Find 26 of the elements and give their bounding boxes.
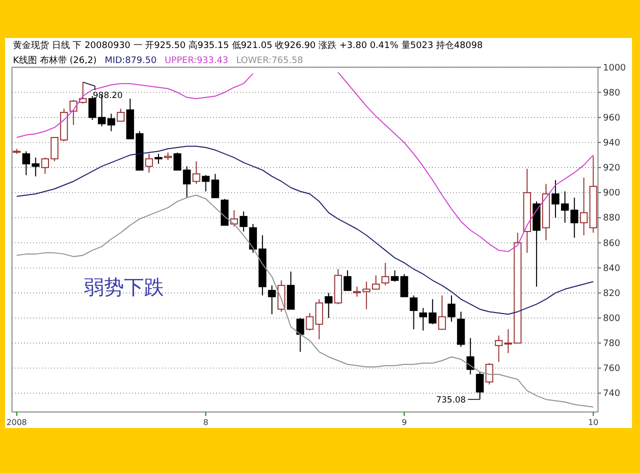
y-tick-label: 1000: [603, 63, 626, 74]
annotation: 735.08: [436, 395, 466, 406]
x-tick-label: 9: [402, 418, 407, 427]
chart-subtitle: K线图 布林带 (26,2): [13, 55, 97, 66]
y-tick-label: 940: [603, 138, 620, 149]
y-tick-label: 860: [603, 238, 620, 249]
y-tick-label: 900: [603, 188, 620, 199]
y-tick-label: 820: [603, 288, 620, 299]
y-tick-label: 880: [603, 214, 620, 224]
annotation: 988.20: [92, 91, 123, 102]
y-tick-label: 980: [603, 88, 620, 98]
x-tick-label: 2008: [6, 418, 27, 427]
text: LOWER:765.58: [236, 56, 304, 66]
text: MID:879.50: [104, 56, 157, 66]
x-tick-label: 10: [588, 418, 598, 427]
y-tick-label: 920: [603, 164, 620, 174]
y-tick-label: 760: [603, 364, 620, 374]
y-tick-label: 740: [603, 389, 620, 400]
y-tick-label: 840: [603, 264, 620, 274]
y-tick-label: 960: [603, 113, 620, 124]
annotation: 弱势下跌: [84, 275, 164, 299]
y-tick-label: 780: [603, 339, 620, 350]
x-tick-label: 8: [203, 418, 208, 427]
text: UPPER:933.43: [164, 56, 228, 66]
y-tick-label: 800: [603, 314, 620, 324]
chart-title: 黄金现货 日线 下 20080930 一 开925.50 高935.15 低921.05 收926.90 涨跌 +3.80 0.41% 量5023 持仓48098: [13, 40, 483, 51]
